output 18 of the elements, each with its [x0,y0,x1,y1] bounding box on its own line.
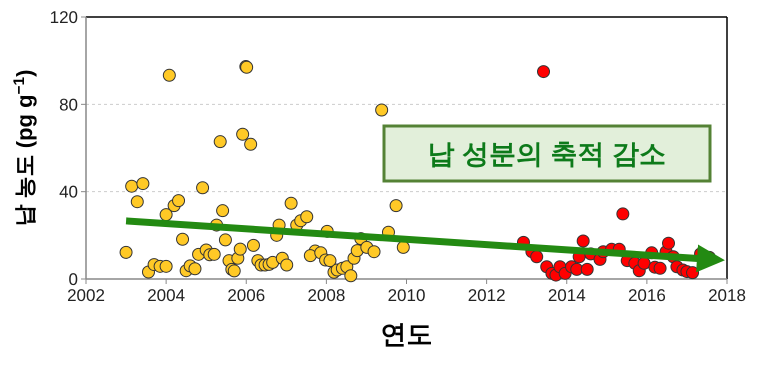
y-tick-label: 40 [59,182,78,202]
annotation: 납 성분의 축적 감소 [382,124,712,182]
x-tick-label: 2006 [227,286,266,305]
y-tick-label: 120 [50,8,78,27]
x-tick-label: 2018 [708,286,746,305]
y-tick-label: 80 [59,95,78,114]
x-tick-label: 2004 [147,286,186,305]
point [616,207,630,220]
point [537,65,550,78]
x-axis-title: 연도 [380,319,432,349]
x-tick-label: 2012 [468,286,506,305]
annotation: 납 성분의 축적 감소 [428,139,666,169]
x-tick-label: 2002 [67,286,105,305]
x-tick-label: 2014 [548,286,586,305]
y-tick-label: 0 [68,270,78,289]
x-tick-label: 2010 [388,286,426,305]
x-tick-label: 2008 [307,286,346,305]
x-tick-label: 2016 [628,286,666,305]
